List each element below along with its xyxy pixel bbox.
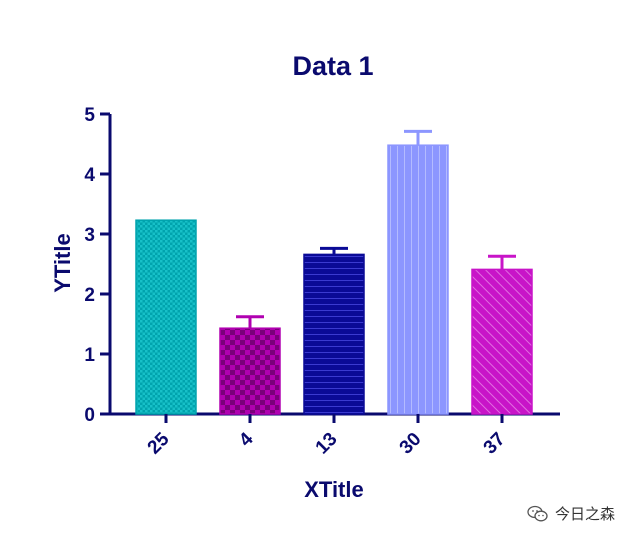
y-tick-label: 2 <box>84 285 95 306</box>
y-ticks: 0 1 2 3 4 5 <box>84 105 110 426</box>
y-tick-label: 1 <box>84 345 95 366</box>
y-tick-label: 5 <box>84 105 95 126</box>
bar-37 <box>471 268 533 415</box>
y-tick-label: 4 <box>84 165 95 186</box>
y-tick-label: 0 <box>84 405 95 426</box>
x-tick-label: 30 <box>396 429 426 459</box>
bar-30 <box>387 144 449 415</box>
y-tick-label: 3 <box>84 225 95 246</box>
wechat-icon <box>527 505 548 521</box>
bar-25 <box>135 219 197 415</box>
chart-title: Data 1 <box>292 51 373 81</box>
watermark: 今日之森 <box>527 503 615 524</box>
x-tick-label: 13 <box>312 429 342 459</box>
x-tick-label: 25 <box>144 428 174 458</box>
watermark-text: 今日之森 <box>555 505 616 523</box>
x-ticks: 25 4 13 30 37 <box>144 414 510 458</box>
x-tick-label: 37 <box>480 429 510 459</box>
x-tick-label: 4 <box>235 428 258 451</box>
x-axis-title: XTitle <box>304 477 364 502</box>
y-axis-title: YTitle <box>50 233 75 293</box>
bar-13 <box>303 253 365 415</box>
bars <box>135 129 533 415</box>
bar-4 <box>219 327 281 415</box>
